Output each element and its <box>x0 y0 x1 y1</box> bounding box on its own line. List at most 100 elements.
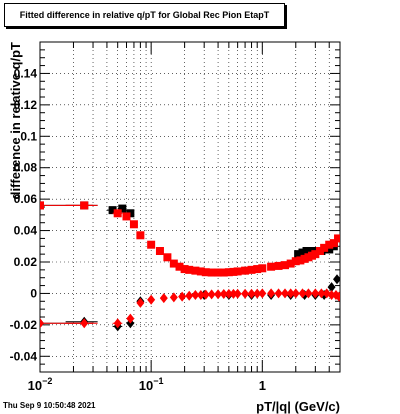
data-point-square <box>207 268 216 277</box>
data-point-square <box>185 265 194 274</box>
data-point-square <box>108 206 117 215</box>
data-point-diamond <box>335 291 340 302</box>
data-point-square <box>267 262 276 271</box>
data-point-diamond <box>80 318 89 329</box>
data-point-square <box>201 268 210 277</box>
data-point-square <box>196 267 205 276</box>
data-point-diamond <box>207 289 216 300</box>
data-point-square <box>40 201 44 210</box>
data-point-square <box>325 245 334 254</box>
data-point-square <box>274 261 283 270</box>
series-group <box>40 201 340 332</box>
x-tick-label: 10−1 <box>139 376 164 393</box>
data-point-square <box>286 259 295 268</box>
data-point-square <box>147 240 156 249</box>
data-point-square <box>169 259 178 268</box>
data-point-square <box>175 262 184 271</box>
y-tick-label: -0.02 <box>10 318 38 332</box>
x-tick-label: 1 <box>259 378 266 393</box>
data-point-square <box>315 247 324 255</box>
data-point-square <box>294 250 303 259</box>
y-tick-label: 0.14 <box>14 66 38 80</box>
data-point-square <box>129 220 138 229</box>
data-point-square <box>311 250 320 259</box>
x-axis-label: pT/|q| (GeV/c) <box>256 399 340 414</box>
series-layer <box>40 201 340 332</box>
data-point-diamond <box>333 274 340 285</box>
data-point-diamond <box>253 288 262 299</box>
data-point-diamond <box>280 288 289 299</box>
y-tick-label: 0.06 <box>14 192 38 206</box>
data-point-square <box>136 231 145 240</box>
data-point-diamond <box>126 313 135 324</box>
data-point-square <box>296 256 305 265</box>
data-point-square <box>280 261 289 270</box>
data-point-diamond <box>291 288 300 299</box>
y-tick-label: 0.02 <box>14 255 38 269</box>
data-point-diamond <box>233 288 242 299</box>
data-point-diamond <box>40 318 44 329</box>
y-tick-label: 0.12 <box>14 98 38 112</box>
data-point-diamond <box>113 318 122 329</box>
y-tick-label: 0.04 <box>14 224 38 238</box>
data-point-square <box>253 265 262 274</box>
data-point-diamond <box>185 290 194 301</box>
data-point-square <box>113 209 122 218</box>
data-point-diamond <box>169 292 178 303</box>
data-point-diamond <box>147 294 156 305</box>
axis-ticks <box>39 41 341 373</box>
data-point-square <box>233 267 242 276</box>
data-point-square <box>163 253 172 262</box>
data-point-diamond <box>327 290 336 300</box>
data-point-square <box>298 248 307 257</box>
data-point-diamond <box>178 291 187 302</box>
x-tick-label: 10−2 <box>28 376 53 393</box>
data-point-diamond <box>201 289 210 300</box>
data-point-diamond <box>298 288 307 299</box>
data-point-diamond <box>327 282 336 293</box>
data-point-square <box>247 265 256 274</box>
data-point-square <box>224 268 233 277</box>
y-tick-label: -0.04 <box>10 349 38 363</box>
y-tick-label: 0 <box>30 286 37 300</box>
y-tick-label: 0.08 <box>14 161 38 175</box>
data-point-diamond <box>311 288 320 299</box>
data-point-square <box>320 243 329 252</box>
data-point-diamond <box>317 288 326 299</box>
data-point-diamond <box>159 293 168 304</box>
data-point-diamond <box>258 288 267 299</box>
data-point-square <box>219 268 228 277</box>
data-point-square <box>155 247 164 255</box>
data-point-square <box>334 234 340 243</box>
data-point-square <box>229 267 238 276</box>
data-point-diamond <box>267 288 276 299</box>
data-point-diamond <box>241 288 250 299</box>
data-point-square <box>241 266 250 275</box>
tick-labels: -0.04 -0.02 0 0.02 0.04 0.06 0.08 0.1 0.12 0.14 10… <box>10 66 266 393</box>
data-point-diamond <box>274 288 283 299</box>
y-axis-label: difference in relative q/pT <box>8 42 23 200</box>
data-point-diamond <box>304 288 313 299</box>
data-point-diamond <box>286 288 295 299</box>
data-point-square <box>118 204 127 213</box>
data-point-square <box>180 265 189 274</box>
data-point-diamond <box>196 290 205 300</box>
y-tick-label: 0.1 <box>20 129 37 143</box>
timestamp: Thu Sep 9 10:50:48 2021 <box>3 401 96 410</box>
data-point-diamond <box>247 288 256 299</box>
data-point-diamond <box>214 289 223 300</box>
data-point-square <box>214 268 223 277</box>
data-point-square <box>291 257 300 266</box>
data-point-square <box>80 201 89 210</box>
data-point-diamond <box>224 288 233 299</box>
data-point-diamond <box>191 290 200 300</box>
data-point-diamond <box>229 288 238 299</box>
data-point-diamond <box>136 297 145 308</box>
data-point-square <box>329 239 338 248</box>
data-point-square <box>258 264 267 273</box>
data-point-diamond <box>219 289 228 300</box>
data-point-square <box>122 212 131 221</box>
chart-title: Fitted difference in relative q/pT for G… <box>4 3 285 27</box>
data-point-square <box>325 240 334 249</box>
